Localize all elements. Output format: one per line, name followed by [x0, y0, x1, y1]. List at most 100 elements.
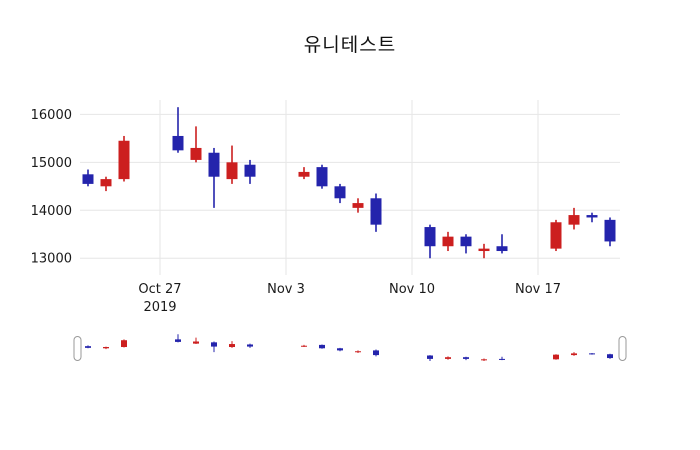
mini-candlestick — [373, 349, 379, 357]
y-axis-tick-labels: 13000 14000 15000 16000 — [31, 108, 72, 267]
candle-body — [478, 248, 490, 252]
mini-candlestick — [553, 354, 559, 360]
mini-candlestick — [589, 352, 595, 355]
candle-body — [190, 147, 202, 160]
mini-candlestick — [355, 350, 361, 353]
candlestick[interactable] — [604, 217, 616, 247]
candle-body — [445, 357, 451, 359]
candle-body — [247, 344, 253, 347]
candle-body — [193, 341, 199, 344]
candle-body — [298, 171, 310, 177]
candlestick[interactable] — [118, 135, 130, 182]
y-tick-label: 16000 — [31, 108, 72, 123]
candlestick[interactable] — [352, 198, 364, 213]
candle-body — [463, 357, 469, 359]
candle-body — [499, 358, 505, 360]
candle-body — [586, 215, 598, 218]
candle-body — [316, 167, 328, 187]
candlestick[interactable] — [334, 183, 346, 204]
candlestick[interactable] — [586, 212, 598, 223]
range-slider-right-handle[interactable] — [618, 336, 627, 361]
candle-body — [301, 345, 307, 347]
mini-candlestick — [121, 339, 127, 348]
candlestick[interactable] — [370, 193, 382, 232]
candlestick[interactable] — [298, 167, 310, 180]
candle-body — [172, 135, 184, 151]
mini-candlestick — [193, 337, 199, 345]
candle-body — [604, 219, 616, 242]
candlestick[interactable] — [568, 207, 580, 230]
candle-body — [103, 347, 109, 349]
mini-candlestick — [463, 356, 469, 361]
mini-candlestick — [607, 353, 613, 359]
candle-body — [175, 339, 181, 342]
candle-body — [568, 215, 580, 225]
x-tick-label: Nov 17 — [515, 282, 561, 297]
candle-body — [82, 174, 94, 184]
y-tick-label: 13000 — [31, 252, 72, 267]
candle-body — [226, 162, 238, 180]
mini-candlestick — [481, 358, 487, 362]
plot-area[interactable] — [82, 107, 616, 259]
candle-body — [352, 203, 364, 208]
mini-candlestick — [301, 344, 307, 348]
candlestick[interactable] — [550, 219, 562, 252]
candle-body — [460, 236, 472, 247]
candle-body — [208, 152, 220, 177]
candlestick[interactable] — [460, 234, 472, 254]
candle-body — [496, 246, 508, 252]
chart-title: 유니테스트 — [303, 34, 397, 56]
gridlines-layer — [80, 100, 620, 275]
candlestick[interactable] — [100, 176, 112, 192]
candle-body — [211, 342, 217, 347]
mini-candlestick — [247, 343, 253, 348]
candlestick[interactable] — [442, 231, 454, 252]
candle-body — [571, 353, 577, 356]
candlestick[interactable] — [424, 224, 436, 259]
candle-body — [337, 348, 343, 351]
candle-body — [319, 344, 325, 349]
x-tick-label: Nov 3 — [267, 282, 305, 297]
candle-body — [550, 222, 562, 249]
candle-body — [589, 353, 595, 355]
range-slider-left-handle[interactable] — [73, 336, 82, 361]
candle-body — [553, 354, 559, 360]
mini-candlestick — [211, 341, 217, 353]
candle-body — [121, 340, 127, 348]
candlestick[interactable] — [172, 107, 184, 153]
candlestick[interactable] — [316, 164, 328, 189]
mini-candlestick — [229, 341, 235, 348]
range-slider[interactable] — [73, 329, 627, 368]
candle-body — [370, 198, 382, 225]
mini-candlestick — [337, 347, 343, 352]
candlestick[interactable] — [478, 243, 490, 259]
mini-candlestick — [445, 356, 451, 360]
candlestick[interactable] — [496, 234, 508, 254]
candle-body — [442, 236, 454, 247]
candle-body — [118, 140, 130, 180]
candle-body — [244, 164, 256, 177]
mini-candlestick — [319, 344, 325, 349]
mini-candlestick — [103, 346, 109, 350]
x-axis-tick-labels: Oct 27 2019 Nov 3 Nov 10 Nov 17 — [138, 282, 561, 315]
candle-body — [100, 179, 112, 187]
y-tick-label: 15000 — [31, 156, 72, 171]
mini-candlestick — [175, 334, 181, 343]
x-tick-label: Oct 27 — [138, 282, 181, 297]
candle-body — [85, 346, 91, 348]
candlestick[interactable] — [244, 159, 256, 184]
candle-body — [334, 186, 346, 199]
candle-body — [355, 351, 361, 353]
mini-candlestick — [85, 345, 91, 349]
candle-body — [607, 354, 613, 359]
candlestick[interactable] — [226, 145, 238, 184]
candlestick[interactable] — [190, 126, 202, 163]
candle-body — [427, 355, 433, 359]
candlestick[interactable] — [82, 169, 94, 187]
candlestick[interactable] — [208, 147, 220, 208]
candle-body — [424, 227, 436, 247]
candle-body — [481, 359, 487, 361]
range-slider-track[interactable] — [80, 329, 620, 368]
mini-candlestick — [571, 352, 577, 356]
